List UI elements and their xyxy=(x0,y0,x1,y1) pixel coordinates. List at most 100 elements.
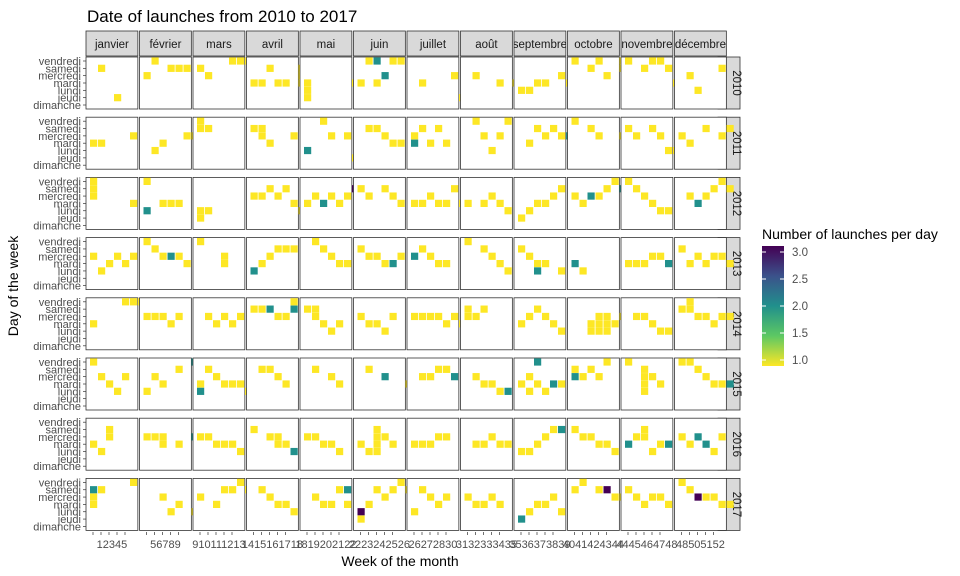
heat-cell xyxy=(595,440,603,448)
heat-cell xyxy=(90,252,98,260)
y-tick-label: vendredi xyxy=(39,116,81,128)
heat-cell xyxy=(389,312,397,321)
heat-cell xyxy=(710,447,718,456)
heat-cell xyxy=(649,252,657,260)
heat-cell xyxy=(496,260,504,268)
month-strip xyxy=(299,30,353,57)
heat-cell xyxy=(106,425,114,434)
heat-cell xyxy=(106,433,114,441)
heat-cell xyxy=(534,305,542,313)
heat-cell xyxy=(419,199,427,207)
heat-cell xyxy=(702,124,710,133)
heat-cell xyxy=(641,425,649,434)
heat-cell xyxy=(159,440,167,448)
heat-cell xyxy=(183,64,191,72)
heat-cell xyxy=(130,252,138,260)
heat-cell xyxy=(451,185,459,193)
heat-cell xyxy=(633,433,641,441)
heat-cell xyxy=(595,373,603,381)
month-label: mai xyxy=(317,39,336,51)
heat-cell xyxy=(464,199,472,207)
heat-cell xyxy=(381,72,389,80)
heat-cell xyxy=(526,139,534,147)
x-tick-label: 12345 xyxy=(97,539,128,551)
heat-cell xyxy=(106,260,114,268)
heat-cell xyxy=(665,207,673,215)
heat-cell xyxy=(336,486,344,494)
legend-tick-label: 1.0 xyxy=(792,355,808,367)
heat-cell xyxy=(526,312,534,321)
heat-cell xyxy=(312,192,320,200)
heat-cell xyxy=(205,433,213,441)
heat-cell xyxy=(365,320,373,328)
y-tick-label: samedi xyxy=(46,304,81,316)
heat-cell xyxy=(488,146,496,155)
y-tick-label: samedi xyxy=(46,184,81,196)
facet-panel xyxy=(139,297,192,351)
y-tick-label: jeudi xyxy=(57,153,81,165)
heat-cell xyxy=(633,132,641,140)
heat-cell xyxy=(258,486,266,494)
heat-cell xyxy=(344,192,352,200)
heat-cell xyxy=(518,86,526,94)
heat-cell xyxy=(274,312,282,321)
heat-cell xyxy=(558,508,566,516)
heat-cell xyxy=(649,199,657,207)
heat-cell xyxy=(542,312,550,321)
heat-cell xyxy=(389,57,397,65)
heat-cell xyxy=(504,207,512,215)
month-label: juin xyxy=(369,39,388,51)
heat-cell xyxy=(427,440,435,448)
facet-panel xyxy=(139,56,192,110)
heat-cell xyxy=(397,478,405,486)
heat-cell xyxy=(336,260,344,268)
legend-tick-label: 1.5 xyxy=(792,328,808,340)
heat-cell xyxy=(90,440,98,448)
heat-cell xyxy=(480,245,488,253)
heat-cell xyxy=(389,139,397,147)
heat-cell xyxy=(587,365,595,373)
heat-cell xyxy=(98,486,106,494)
heat-cell xyxy=(365,57,373,65)
heat-cell xyxy=(694,433,702,441)
legend: Number of launches per day 3.0 2.5 2.0 1.5 1… xyxy=(762,226,938,367)
heat-cell xyxy=(122,260,130,268)
heat-cell xyxy=(151,312,159,321)
heat-cell xyxy=(526,387,534,395)
x-axis-title: Week of the month xyxy=(341,553,458,569)
heat-cell xyxy=(143,72,151,80)
heat-cell xyxy=(312,433,320,441)
y-tick-label: mercredi xyxy=(38,131,81,143)
y-tick-label: vendredi xyxy=(39,357,81,369)
heat-cell xyxy=(678,358,686,366)
month-strip xyxy=(460,30,513,57)
heat-cell xyxy=(558,72,566,80)
heat-cell xyxy=(98,267,106,275)
heat-cell xyxy=(595,57,603,65)
heat-cell xyxy=(726,185,734,193)
heat-cell xyxy=(534,440,542,448)
month-strip xyxy=(620,30,674,57)
heat-cell xyxy=(365,252,373,260)
heat-cell xyxy=(419,79,427,87)
month-strip xyxy=(139,30,192,57)
heat-cell xyxy=(397,199,405,207)
heat-cell xyxy=(550,493,558,501)
facet-panel xyxy=(406,237,460,291)
y-tick-label: dimanche xyxy=(33,220,81,232)
heat-cell xyxy=(427,312,435,321)
y-tick-label: samedi xyxy=(46,63,81,75)
y-tick-label: mardi xyxy=(53,259,81,271)
heat-cell xyxy=(205,124,213,133)
month-label: mars xyxy=(206,39,232,51)
heat-cell xyxy=(197,493,205,501)
heat-cell xyxy=(686,72,694,80)
heat-cell xyxy=(290,305,298,313)
heat-cell xyxy=(587,64,595,72)
heat-cell xyxy=(197,207,205,215)
heat-cell xyxy=(266,252,274,260)
heat-cell xyxy=(534,199,542,207)
heat-cell xyxy=(678,305,686,313)
heat-cell xyxy=(304,199,312,207)
heat-cell xyxy=(143,433,151,441)
